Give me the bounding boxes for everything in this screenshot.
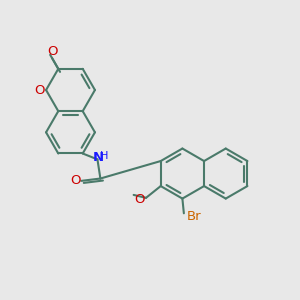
Text: N: N: [92, 151, 104, 164]
Text: O: O: [34, 83, 45, 97]
Text: Br: Br: [187, 210, 201, 223]
Text: O: O: [47, 45, 58, 58]
Text: O: O: [134, 193, 145, 206]
Text: O: O: [71, 174, 81, 188]
Text: H: H: [100, 151, 108, 161]
